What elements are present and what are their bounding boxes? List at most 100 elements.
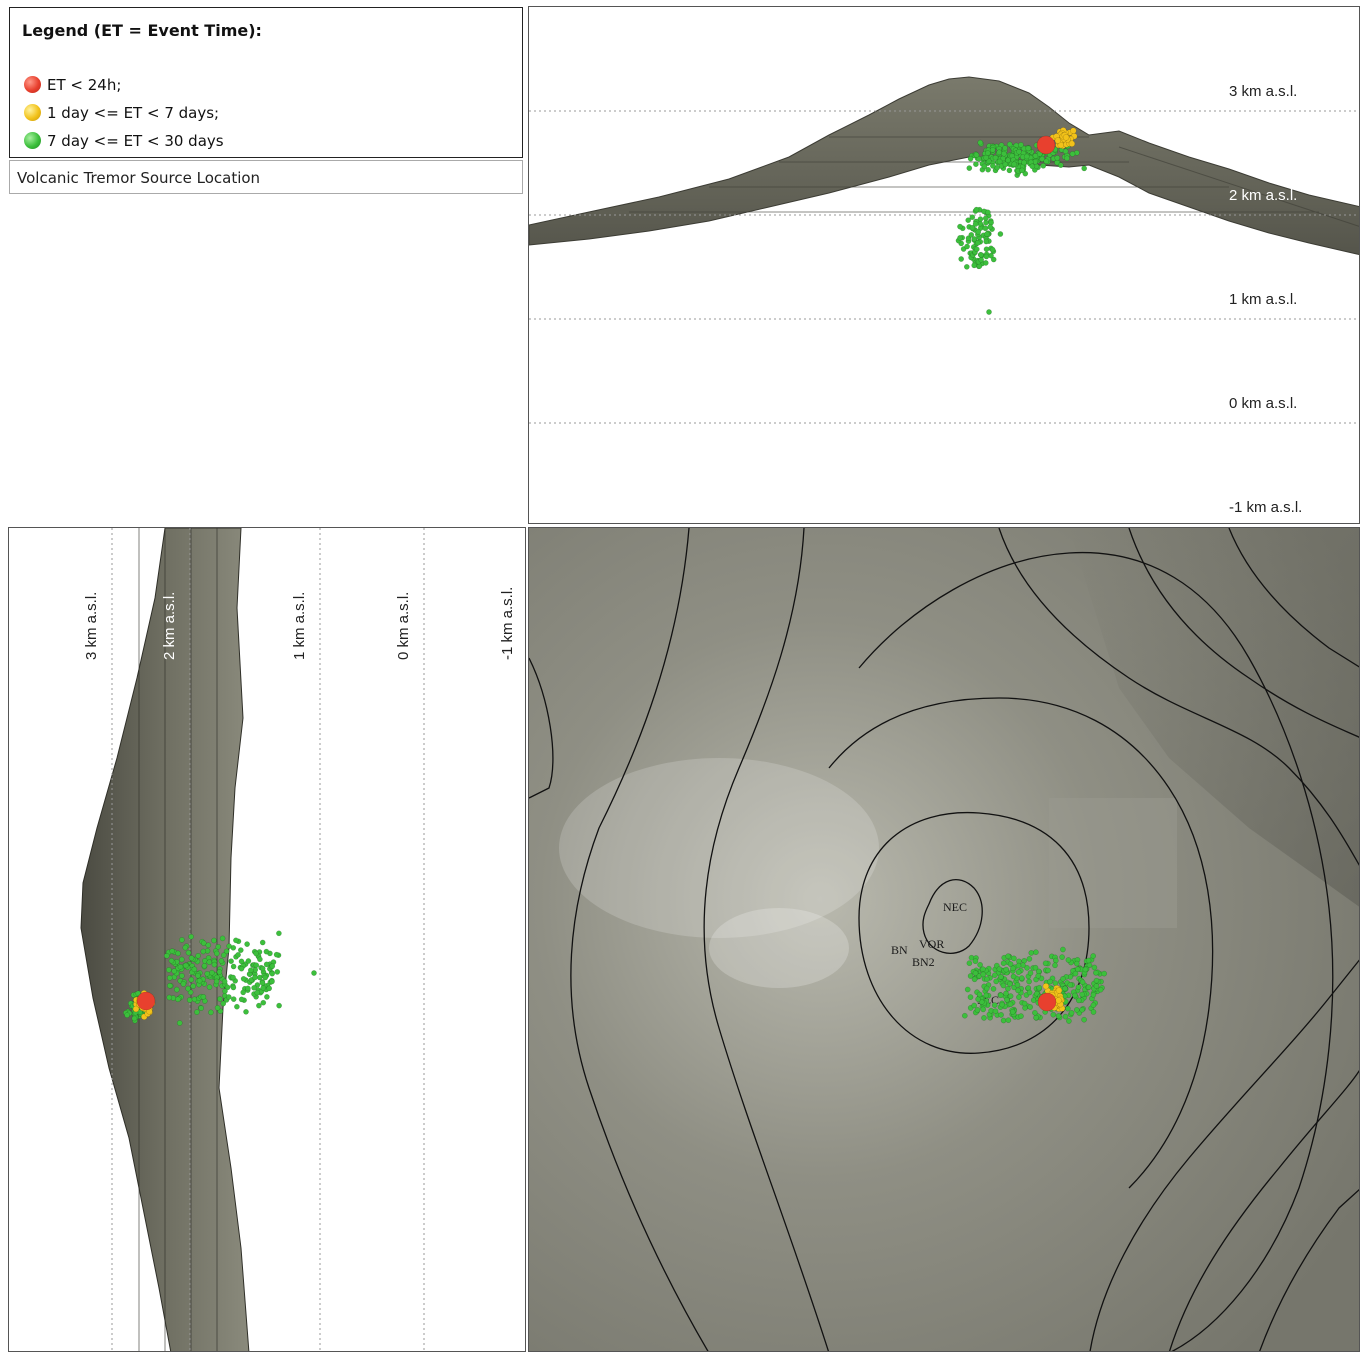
tremor-point (986, 309, 992, 315)
tremor-point (208, 1009, 214, 1016)
tremor-point (185, 949, 192, 956)
tremor-point (1000, 960, 1007, 967)
tremor-point (211, 961, 218, 968)
tremor-point (263, 961, 270, 968)
tremor-point (976, 991, 983, 998)
tremor-point (206, 959, 213, 966)
tremor-point (217, 996, 223, 1002)
ns-ridge-stripes (138, 528, 218, 1351)
tremor-point (1072, 970, 1079, 977)
tremor-point (1036, 984, 1043, 991)
tremor-point (190, 983, 197, 989)
tremor-point (225, 994, 232, 1000)
ew-section-panel: 3 km a.s.l. 2 km a.s.l. 1 km a.s.l. 0 km a.… (528, 6, 1360, 524)
tremor-point (1004, 996, 1010, 1003)
tremor-point (179, 972, 185, 979)
tremor-point (999, 1001, 1006, 1008)
tremor-point (186, 997, 193, 1003)
tremor-point (260, 985, 267, 991)
tremor-point (1073, 960, 1080, 967)
tremor-point (188, 933, 194, 940)
tremor-point (166, 967, 172, 973)
tremor-point (1037, 992, 1057, 1012)
tremor-point (274, 969, 281, 975)
tremor-point (238, 958, 245, 965)
tremor-point (996, 149, 1003, 156)
tremor-point (983, 246, 990, 253)
depth-label: 1 km a.s.l. (1229, 291, 1297, 308)
tremor-point (983, 219, 989, 226)
caption-box: Volcanic Tremor Source Location (9, 160, 523, 194)
tremor-point (175, 950, 181, 957)
legend-label: ET < 24h; (47, 76, 122, 94)
tremor-point (263, 948, 270, 955)
tremor-point (191, 996, 198, 1003)
tremor-point (1081, 1016, 1087, 1023)
tremor-point (1000, 982, 1007, 989)
red-dot-icon (24, 76, 41, 93)
tremor-point (1019, 167, 1025, 174)
tremor-point (1006, 981, 1013, 987)
contour-lines (529, 528, 1359, 1351)
tremor-point (166, 994, 173, 1001)
tremor-point (965, 217, 972, 224)
tremor-point (982, 225, 989, 232)
depth-label: 3 km a.s.l. (1229, 83, 1297, 100)
tremor-point (1060, 975, 1066, 982)
tremor-point (1005, 953, 1011, 960)
ridge-profile (529, 76, 1359, 256)
tremor-point (1001, 150, 1007, 157)
tremor-point (177, 963, 184, 970)
tremor-point (135, 990, 142, 997)
tremor-point (1005, 985, 1011, 992)
tremor-point (200, 993, 207, 1000)
tremor-point (1082, 966, 1089, 973)
yellow-dot-icon (24, 104, 41, 121)
tremor-point (245, 985, 251, 992)
tremor-point (216, 969, 223, 975)
tremor-point (1090, 991, 1097, 998)
tremor-point (187, 989, 194, 996)
tremor-point (266, 985, 273, 992)
tremor-point (234, 1003, 240, 1010)
tremor-point (1101, 970, 1108, 977)
tremor-point (276, 1002, 282, 1009)
tremor-point (957, 235, 963, 241)
tremor-point (990, 256, 997, 263)
tremor-point (230, 984, 237, 991)
tremor-point (1006, 167, 1013, 174)
tremor-point (1062, 985, 1068, 992)
tremor-point (176, 1020, 183, 1026)
tremor-point (269, 963, 276, 969)
tremor-point (253, 950, 259, 957)
tremor-point (1059, 954, 1065, 960)
tremor-point (1075, 997, 1082, 1004)
tremor-point (238, 965, 245, 972)
tremor-point (171, 968, 178, 974)
tremor-point (996, 158, 1003, 165)
tremor-point (980, 971, 987, 978)
tremor-point (188, 976, 195, 983)
tremor-point (215, 943, 222, 950)
tremor-point (1042, 982, 1050, 990)
tremor-point (240, 975, 247, 982)
caption-text: Volcanic Tremor Source Location (17, 169, 261, 187)
ns-section-view: 3 km a.s.l. 2 km a.s.l. 1 km a.s.l. 0 km a.… (80, 528, 516, 1351)
tremor-point (975, 229, 982, 235)
tremor-point (1055, 1013, 1062, 1019)
tremor-point (1022, 170, 1029, 177)
tremor-point (1075, 984, 1082, 991)
terrain-highlight (709, 908, 849, 988)
tremor-point (259, 965, 266, 972)
tremor-point (971, 1002, 978, 1009)
tremor-point (1010, 965, 1016, 972)
tremor-point (1006, 141, 1013, 148)
tremor-point (1015, 987, 1021, 994)
tremor-point (1068, 140, 1076, 147)
tremor-point (1054, 137, 1062, 144)
tremor-point (226, 943, 232, 949)
tremor-point (1040, 162, 1047, 169)
tremor-point (243, 1008, 249, 1015)
tremor-point (985, 209, 991, 216)
tremor-point (973, 161, 979, 168)
